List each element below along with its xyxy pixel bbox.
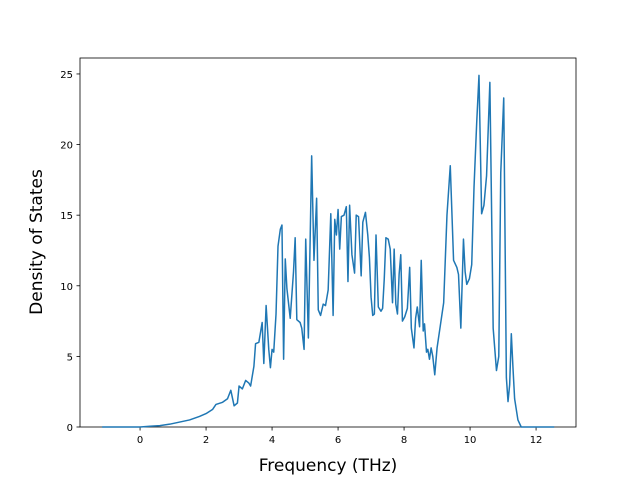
y-tick-label: 20 — [60, 141, 73, 152]
x-tick-label: 6 — [335, 435, 341, 446]
x-tick-label: 12 — [530, 435, 543, 446]
y-tick-label: 15 — [60, 211, 73, 222]
x-tick-label: 4 — [269, 435, 275, 446]
data-line — [102, 74, 555, 428]
y-tick-label: 0 — [67, 423, 73, 434]
x-tick-label: 0 — [137, 435, 143, 446]
x-tick-label: 10 — [464, 435, 477, 446]
x-axis-label: Frequency (THz) — [259, 456, 398, 476]
x-tick-label: 8 — [401, 435, 407, 446]
axes-frame — [79, 57, 577, 428]
x-tick-label: 2 — [203, 435, 209, 446]
y-tick-label: 5 — [67, 352, 73, 363]
y-tick-label: 10 — [60, 282, 73, 293]
y-axis-label: Density of States — [27, 169, 47, 315]
y-tick-label: 25 — [60, 70, 73, 81]
